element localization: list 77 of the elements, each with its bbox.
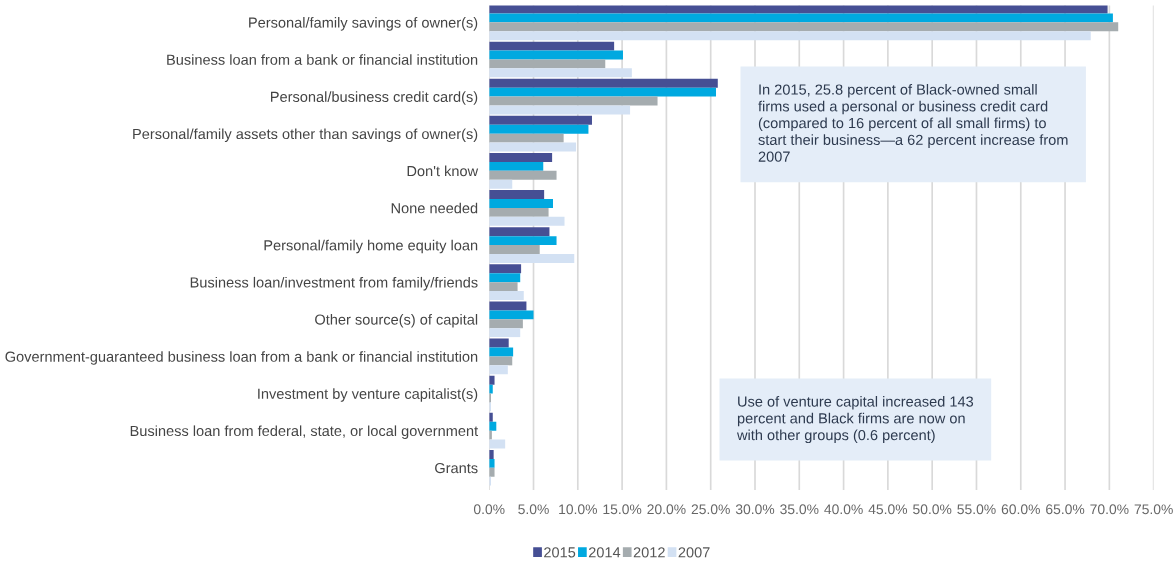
bar <box>489 142 577 152</box>
x-tick-label: 65.0% <box>1046 504 1085 515</box>
bar <box>489 328 521 338</box>
bar <box>489 338 509 348</box>
bar <box>489 310 534 320</box>
y-tick-label: Government-guaranteed business loan from a bank or financial institution <box>5 351 478 365</box>
bar <box>489 96 658 106</box>
bar <box>489 5 1108 14</box>
bar <box>489 319 523 329</box>
bar <box>489 467 495 477</box>
bar <box>489 105 631 115</box>
x-tick-label: 25.0% <box>691 504 730 515</box>
bar <box>489 356 513 366</box>
bar <box>489 22 1119 32</box>
x-tick-label: 30.0% <box>735 504 775 515</box>
bar <box>489 170 557 180</box>
bar <box>489 458 495 468</box>
x-tick-label: 15.0% <box>603 504 642 515</box>
x-tick-label: 55.0% <box>957 504 996 515</box>
x-tick-label: 50.0% <box>913 504 952 515</box>
x-tick-label: 0.0% <box>473 504 505 515</box>
x-tick-label: 10.0% <box>559 504 598 515</box>
bar <box>489 41 615 51</box>
y-tick-label: Other source(s) of capital <box>315 314 478 328</box>
bar <box>489 245 540 254</box>
x-tick-label: 5.0% <box>518 504 549 515</box>
y-tick-label: Personal/family home equity loan <box>264 239 478 254</box>
bar <box>489 236 557 246</box>
bar <box>489 124 589 134</box>
y-tick-label: None needed <box>391 202 478 214</box>
y-tick-label: Business loan from federal, state, or local government <box>130 425 479 439</box>
x-tick-label: 40.0% <box>824 504 863 515</box>
legend-label: 2007 <box>678 547 710 558</box>
y-tick-label: Investment by venture capitalist(s) <box>258 388 478 402</box>
x-tick-label: 45.0% <box>868 504 908 515</box>
bar <box>489 59 606 69</box>
annotation: In 2015, 25.8 percent of Black-owned small firms used a personal or business credit card (compared to 16 percent of all small firms) to start their business—a 62 percent increase from 2007 <box>758 84 1068 162</box>
bar <box>489 207 549 217</box>
bar <box>489 68 632 78</box>
legend-label: 2015 <box>544 547 576 558</box>
bar <box>489 227 550 237</box>
legend-label: 2014 <box>588 547 621 558</box>
bar <box>489 78 718 88</box>
bar <box>489 152 553 162</box>
y-tick-label: Grants <box>435 462 478 474</box>
bar <box>489 179 513 189</box>
y-tick-label: Personal/business credit card(s) <box>271 91 478 105</box>
y-tick-label: Personal/family assets other than savings of owner(s) <box>133 128 478 142</box>
bar <box>489 273 521 283</box>
bar <box>489 115 592 125</box>
y-tick-label: Personal/family savings of owner(s) <box>249 17 478 31</box>
y-tick-label: Business loan/investment from family/friends <box>190 276 478 291</box>
bar <box>489 375 495 385</box>
bar <box>489 365 508 375</box>
bar <box>489 31 1091 41</box>
bar <box>489 190 545 200</box>
bar <box>489 87 717 97</box>
y-tick-label: Business loan from a bank or financial institution <box>167 54 478 65</box>
bar <box>489 133 564 143</box>
bar <box>489 282 518 292</box>
legend-label: 2012 <box>633 547 665 558</box>
y-tick-label: Don't know <box>407 165 479 177</box>
bar <box>489 301 527 311</box>
bar <box>489 199 553 208</box>
x-tick-label: 75.0% <box>1134 504 1173 515</box>
x-tick-label: 70.0% <box>1090 504 1129 515</box>
bar <box>489 13 1113 23</box>
bar <box>489 161 544 171</box>
annotation: Use of venture capital increased 143 percent and Black firms are now on with other groups (0.6 percent) <box>736 396 974 444</box>
bar <box>489 291 524 300</box>
x-tick-label: 35.0% <box>780 504 819 515</box>
bar <box>489 253 575 263</box>
bar <box>489 449 494 459</box>
bar <box>489 264 522 274</box>
bar <box>489 216 565 226</box>
x-tick-label: 60.0% <box>1001 504 1040 515</box>
x-tick-label: 20.0% <box>647 504 686 515</box>
